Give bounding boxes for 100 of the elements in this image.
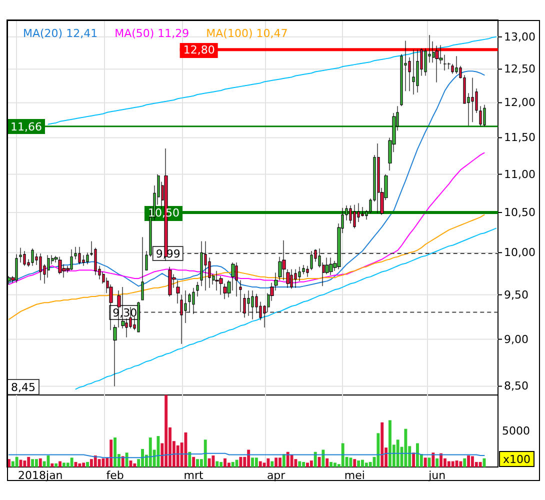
candlestick	[23, 250, 26, 266]
bar	[141, 449, 144, 467]
y-tick-label: 12,00	[504, 96, 536, 110]
bar	[212, 455, 215, 467]
bar	[322, 450, 325, 467]
candlestick	[435, 46, 439, 83]
bar	[70, 458, 74, 467]
candlestick	[310, 250, 313, 270]
y-tick-label: 13,00	[504, 30, 536, 44]
candlestick	[196, 282, 199, 297]
candlestick	[353, 204, 356, 229]
bar	[282, 454, 286, 467]
candlestick	[215, 270, 219, 291]
bar	[254, 458, 258, 467]
candlestick	[180, 294, 183, 344]
bar	[98, 459, 101, 467]
bar	[62, 462, 66, 467]
bar	[58, 461, 62, 467]
candlestick	[306, 266, 309, 278]
candlestick	[39, 253, 42, 281]
candlestick	[70, 249, 73, 270]
y-tick-label: 9,50	[504, 288, 528, 302]
x-tick-label: mrt	[184, 469, 204, 482]
bar	[188, 452, 192, 467]
candlestick	[58, 256, 62, 275]
text: MA(100) 10,47	[206, 27, 288, 40]
candlestick	[416, 49, 419, 93]
candlestick	[251, 290, 254, 320]
ref-line-label: 11,66	[10, 120, 42, 134]
candlestick	[239, 280, 242, 313]
bar	[302, 462, 306, 467]
bar	[314, 452, 317, 467]
candlestick	[377, 143, 380, 214]
bar	[388, 420, 392, 467]
x-tick-label: mei	[344, 469, 365, 482]
candlestick	[329, 257, 333, 276]
bar	[294, 459, 298, 467]
bar	[361, 460, 364, 467]
text: 5000	[502, 424, 530, 438]
line-series	[75, 228, 497, 390]
candlestick	[78, 246, 81, 265]
bar	[110, 440, 113, 467]
bar	[470, 456, 474, 467]
candlestick	[247, 290, 250, 316]
bar	[176, 445, 180, 467]
bar	[412, 452, 416, 467]
bar	[78, 463, 82, 467]
bar	[192, 456, 196, 467]
bar	[298, 461, 302, 467]
candlestick	[19, 247, 22, 263]
bar	[50, 463, 54, 467]
y-axis-title: x100	[503, 453, 531, 466]
bar	[258, 461, 262, 467]
bar	[86, 462, 89, 467]
bar	[23, 460, 26, 467]
bar	[396, 440, 400, 467]
bar	[251, 458, 254, 467]
bar	[459, 461, 462, 467]
bar	[357, 460, 360, 467]
bar	[364, 462, 368, 467]
candlestick	[31, 248, 34, 266]
bar	[34, 459, 38, 467]
y-tick-label: 11,00	[504, 168, 536, 181]
bar	[216, 461, 219, 467]
candlestick	[176, 280, 180, 304]
bar	[416, 443, 419, 467]
line-series	[8, 70, 485, 288]
bar	[27, 456, 30, 467]
bar	[478, 462, 482, 467]
y-tick-label: 10,50	[504, 206, 536, 220]
bar	[270, 461, 274, 467]
candlestick	[290, 268, 293, 290]
bar	[125, 452, 128, 467]
bar	[310, 460, 313, 467]
candlestick	[412, 49, 415, 95]
bar	[11, 461, 14, 467]
ref-line-label: 12,80	[183, 44, 215, 57]
bar	[440, 453, 443, 467]
bar	[278, 458, 282, 467]
bar	[424, 458, 427, 467]
bar	[224, 458, 226, 467]
bar	[341, 443, 344, 467]
y-tick-label: 8,50	[504, 380, 528, 393]
candlestick	[204, 240, 207, 291]
candlestick	[192, 288, 195, 314]
bar	[208, 458, 211, 467]
bar	[148, 437, 152, 467]
bar	[239, 456, 242, 467]
bar	[451, 461, 454, 467]
bar	[432, 452, 435, 467]
x-tick-label: feb	[106, 469, 124, 482]
y-tick-label: 9,00	[504, 332, 528, 346]
y-tick-label: 10,00	[504, 246, 536, 260]
bar	[404, 428, 408, 467]
candlestick	[137, 301, 140, 332]
bar	[376, 433, 380, 467]
candlestick	[168, 266, 172, 297]
bar	[380, 422, 384, 467]
bar	[247, 450, 250, 467]
bar	[447, 461, 450, 467]
